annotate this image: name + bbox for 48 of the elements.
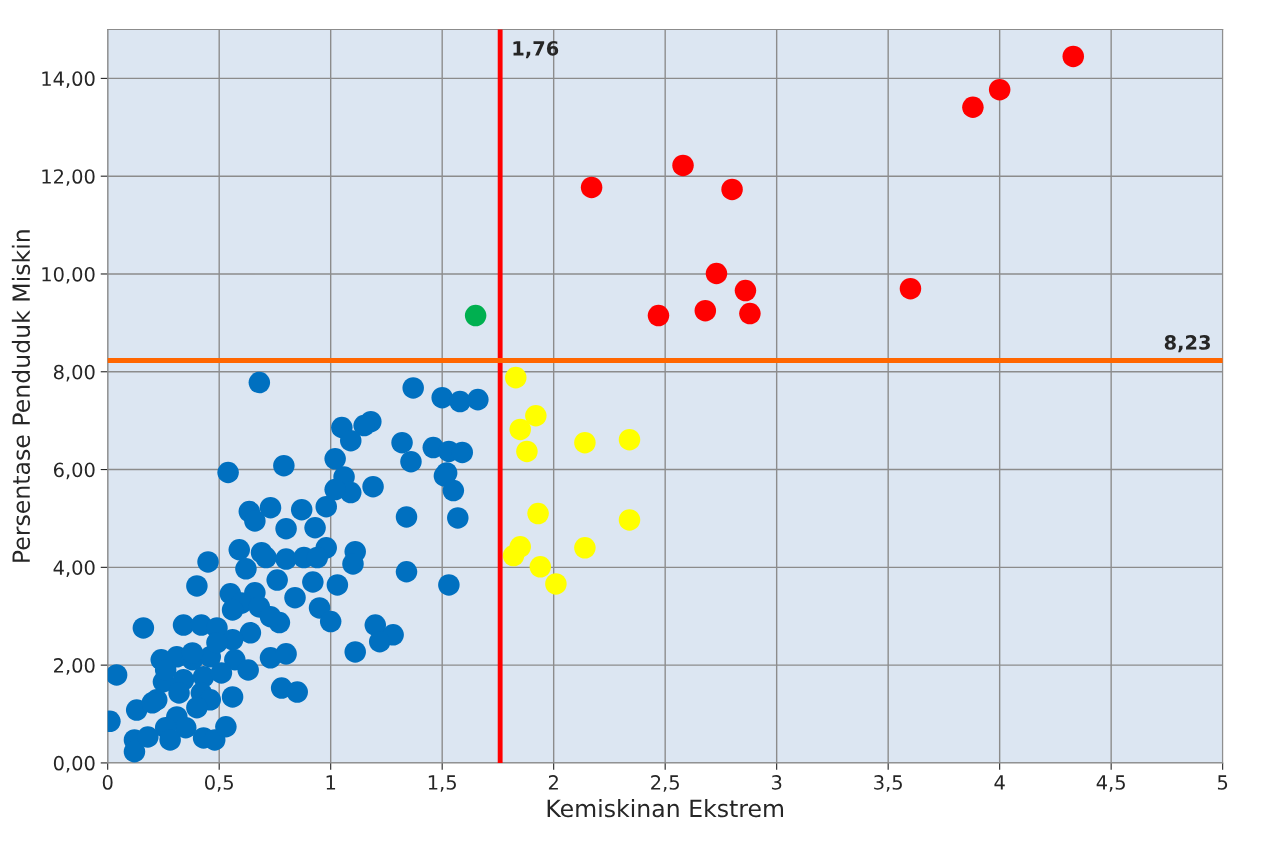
point <box>962 96 984 118</box>
point <box>502 544 525 567</box>
point <box>464 304 487 327</box>
point <box>525 405 547 427</box>
y-tick-label: 10,00 <box>42 266 95 284</box>
ref-line-label: 1,76 <box>513 40 559 59</box>
point <box>509 418 531 441</box>
y-tick-label: 14,00 <box>42 71 95 89</box>
point <box>529 556 552 578</box>
point <box>618 509 641 531</box>
point <box>721 178 743 201</box>
point <box>574 431 596 454</box>
point <box>739 302 761 325</box>
point <box>618 428 641 451</box>
x-tick-label: 1,5 <box>428 775 456 792</box>
ref-line-label: 8,23 <box>1164 335 1210 353</box>
point <box>672 154 694 177</box>
point <box>516 440 538 463</box>
x-tick-label: 4,5 <box>1096 775 1125 792</box>
point <box>647 304 670 327</box>
y-tick-label: 8,00 <box>53 364 95 382</box>
point <box>705 262 728 285</box>
y-tick-label: 12,00 <box>42 169 95 186</box>
y-tick-label: 4,00 <box>53 560 95 577</box>
point <box>1062 45 1085 68</box>
y-tick-label: 2,00 <box>54 658 95 675</box>
point <box>545 573 567 595</box>
x-tick-label: 1 <box>326 775 336 790</box>
x-tick-label: 0 <box>102 775 113 790</box>
x-tick-label: 4 <box>994 775 1005 790</box>
point <box>734 279 757 302</box>
x-tick-label: 5 <box>1217 775 1228 790</box>
point <box>694 299 717 322</box>
y-axis-title: Persentase Penduduk Miskin <box>11 230 31 562</box>
x-tick-label: 2 <box>548 775 558 790</box>
y-tick-label: 6,00 <box>53 462 95 480</box>
point <box>527 502 549 525</box>
x-axis-title: Kemiskinan Ekstrem <box>547 799 784 818</box>
x-tick-label: 3,5 <box>874 775 902 792</box>
point <box>899 277 922 300</box>
point <box>988 78 1011 101</box>
x-tick-label: 0,5 <box>205 775 233 792</box>
x-tick-label: 3 <box>771 775 782 790</box>
y-tick-label: 0,00 <box>53 755 95 773</box>
point <box>574 537 596 559</box>
point <box>580 176 603 199</box>
point <box>505 366 527 389</box>
x-tick-label: 2,5 <box>651 775 679 792</box>
